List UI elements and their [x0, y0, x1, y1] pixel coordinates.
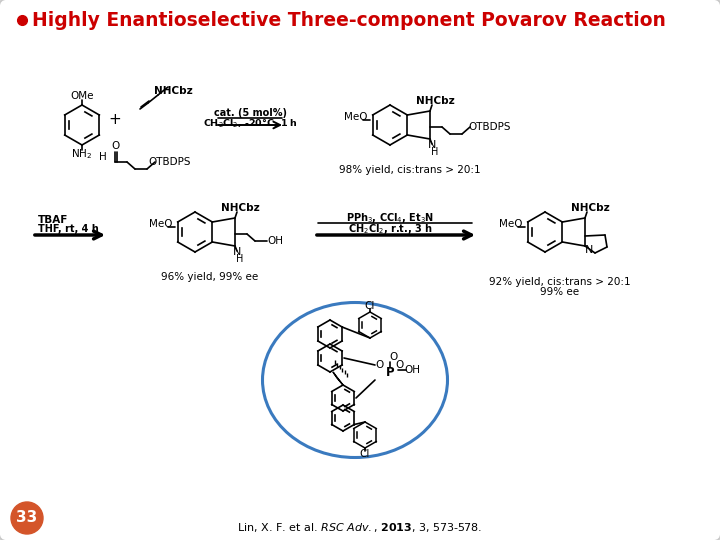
Text: H: H — [236, 254, 243, 264]
Text: 96% yield, 99% ee: 96% yield, 99% ee — [161, 272, 258, 282]
Ellipse shape — [263, 302, 448, 457]
Text: TBAF: TBAF — [38, 215, 68, 225]
Text: P: P — [386, 367, 395, 380]
Text: N: N — [428, 140, 436, 150]
Text: H: H — [99, 152, 107, 162]
Text: +: + — [109, 112, 122, 127]
Text: cat. (5 mol%): cat. (5 mol%) — [214, 108, 287, 118]
Text: OMe: OMe — [71, 91, 94, 101]
Polygon shape — [333, 372, 343, 385]
Text: PPh$_3$, CCl$_4$, Et$_3$N: PPh$_3$, CCl$_4$, Et$_3$N — [346, 211, 434, 225]
Text: CH$_2$Cl$_2$, -20°C, 1 h: CH$_2$Cl$_2$, -20°C, 1 h — [202, 118, 297, 130]
Text: O: O — [112, 141, 120, 151]
Text: OTBDPS: OTBDPS — [469, 122, 511, 132]
Text: NH$_2$: NH$_2$ — [71, 147, 93, 161]
Text: THF, rt, 4 h: THF, rt, 4 h — [38, 224, 99, 234]
Text: MeO: MeO — [499, 219, 523, 229]
Text: Lin, X. F. et al. $\mathit{RSC\ Adv.}$, $\mathbf{2013}$, 3, 573-578.: Lin, X. F. et al. $\mathit{RSC\ Adv.}$, … — [238, 521, 482, 534]
Text: Highly Enantioselective Three-component Povarov Reaction: Highly Enantioselective Three-component … — [32, 10, 666, 30]
Text: OH: OH — [267, 236, 283, 246]
Text: CH$_2$Cl$_2$, r.t., 3 h: CH$_2$Cl$_2$, r.t., 3 h — [348, 222, 433, 236]
Text: NHCbz: NHCbz — [153, 86, 192, 96]
Text: O: O — [376, 360, 384, 370]
Text: Cl: Cl — [365, 301, 375, 311]
Circle shape — [11, 502, 43, 534]
Text: 99% ee: 99% ee — [541, 287, 580, 297]
Text: MeO: MeO — [149, 219, 173, 229]
Text: 98% yield, cis:trans > 20:1: 98% yield, cis:trans > 20:1 — [339, 165, 481, 175]
Text: NHCbz: NHCbz — [220, 203, 259, 213]
Text: N: N — [233, 247, 241, 257]
Text: N: N — [585, 245, 593, 255]
Text: OH: OH — [404, 365, 420, 375]
Text: Cl: Cl — [360, 449, 370, 459]
Text: MeO: MeO — [344, 112, 368, 122]
Text: 92% yield, cis:trans > 20:1: 92% yield, cis:trans > 20:1 — [489, 277, 631, 287]
Text: NHCbz: NHCbz — [571, 203, 609, 213]
Text: 33: 33 — [17, 510, 37, 525]
Text: OTBDPS: OTBDPS — [149, 157, 192, 167]
Text: O: O — [389, 352, 397, 362]
Text: O: O — [396, 360, 404, 370]
Text: H: H — [431, 147, 438, 157]
Text: NHCbz: NHCbz — [415, 96, 454, 106]
